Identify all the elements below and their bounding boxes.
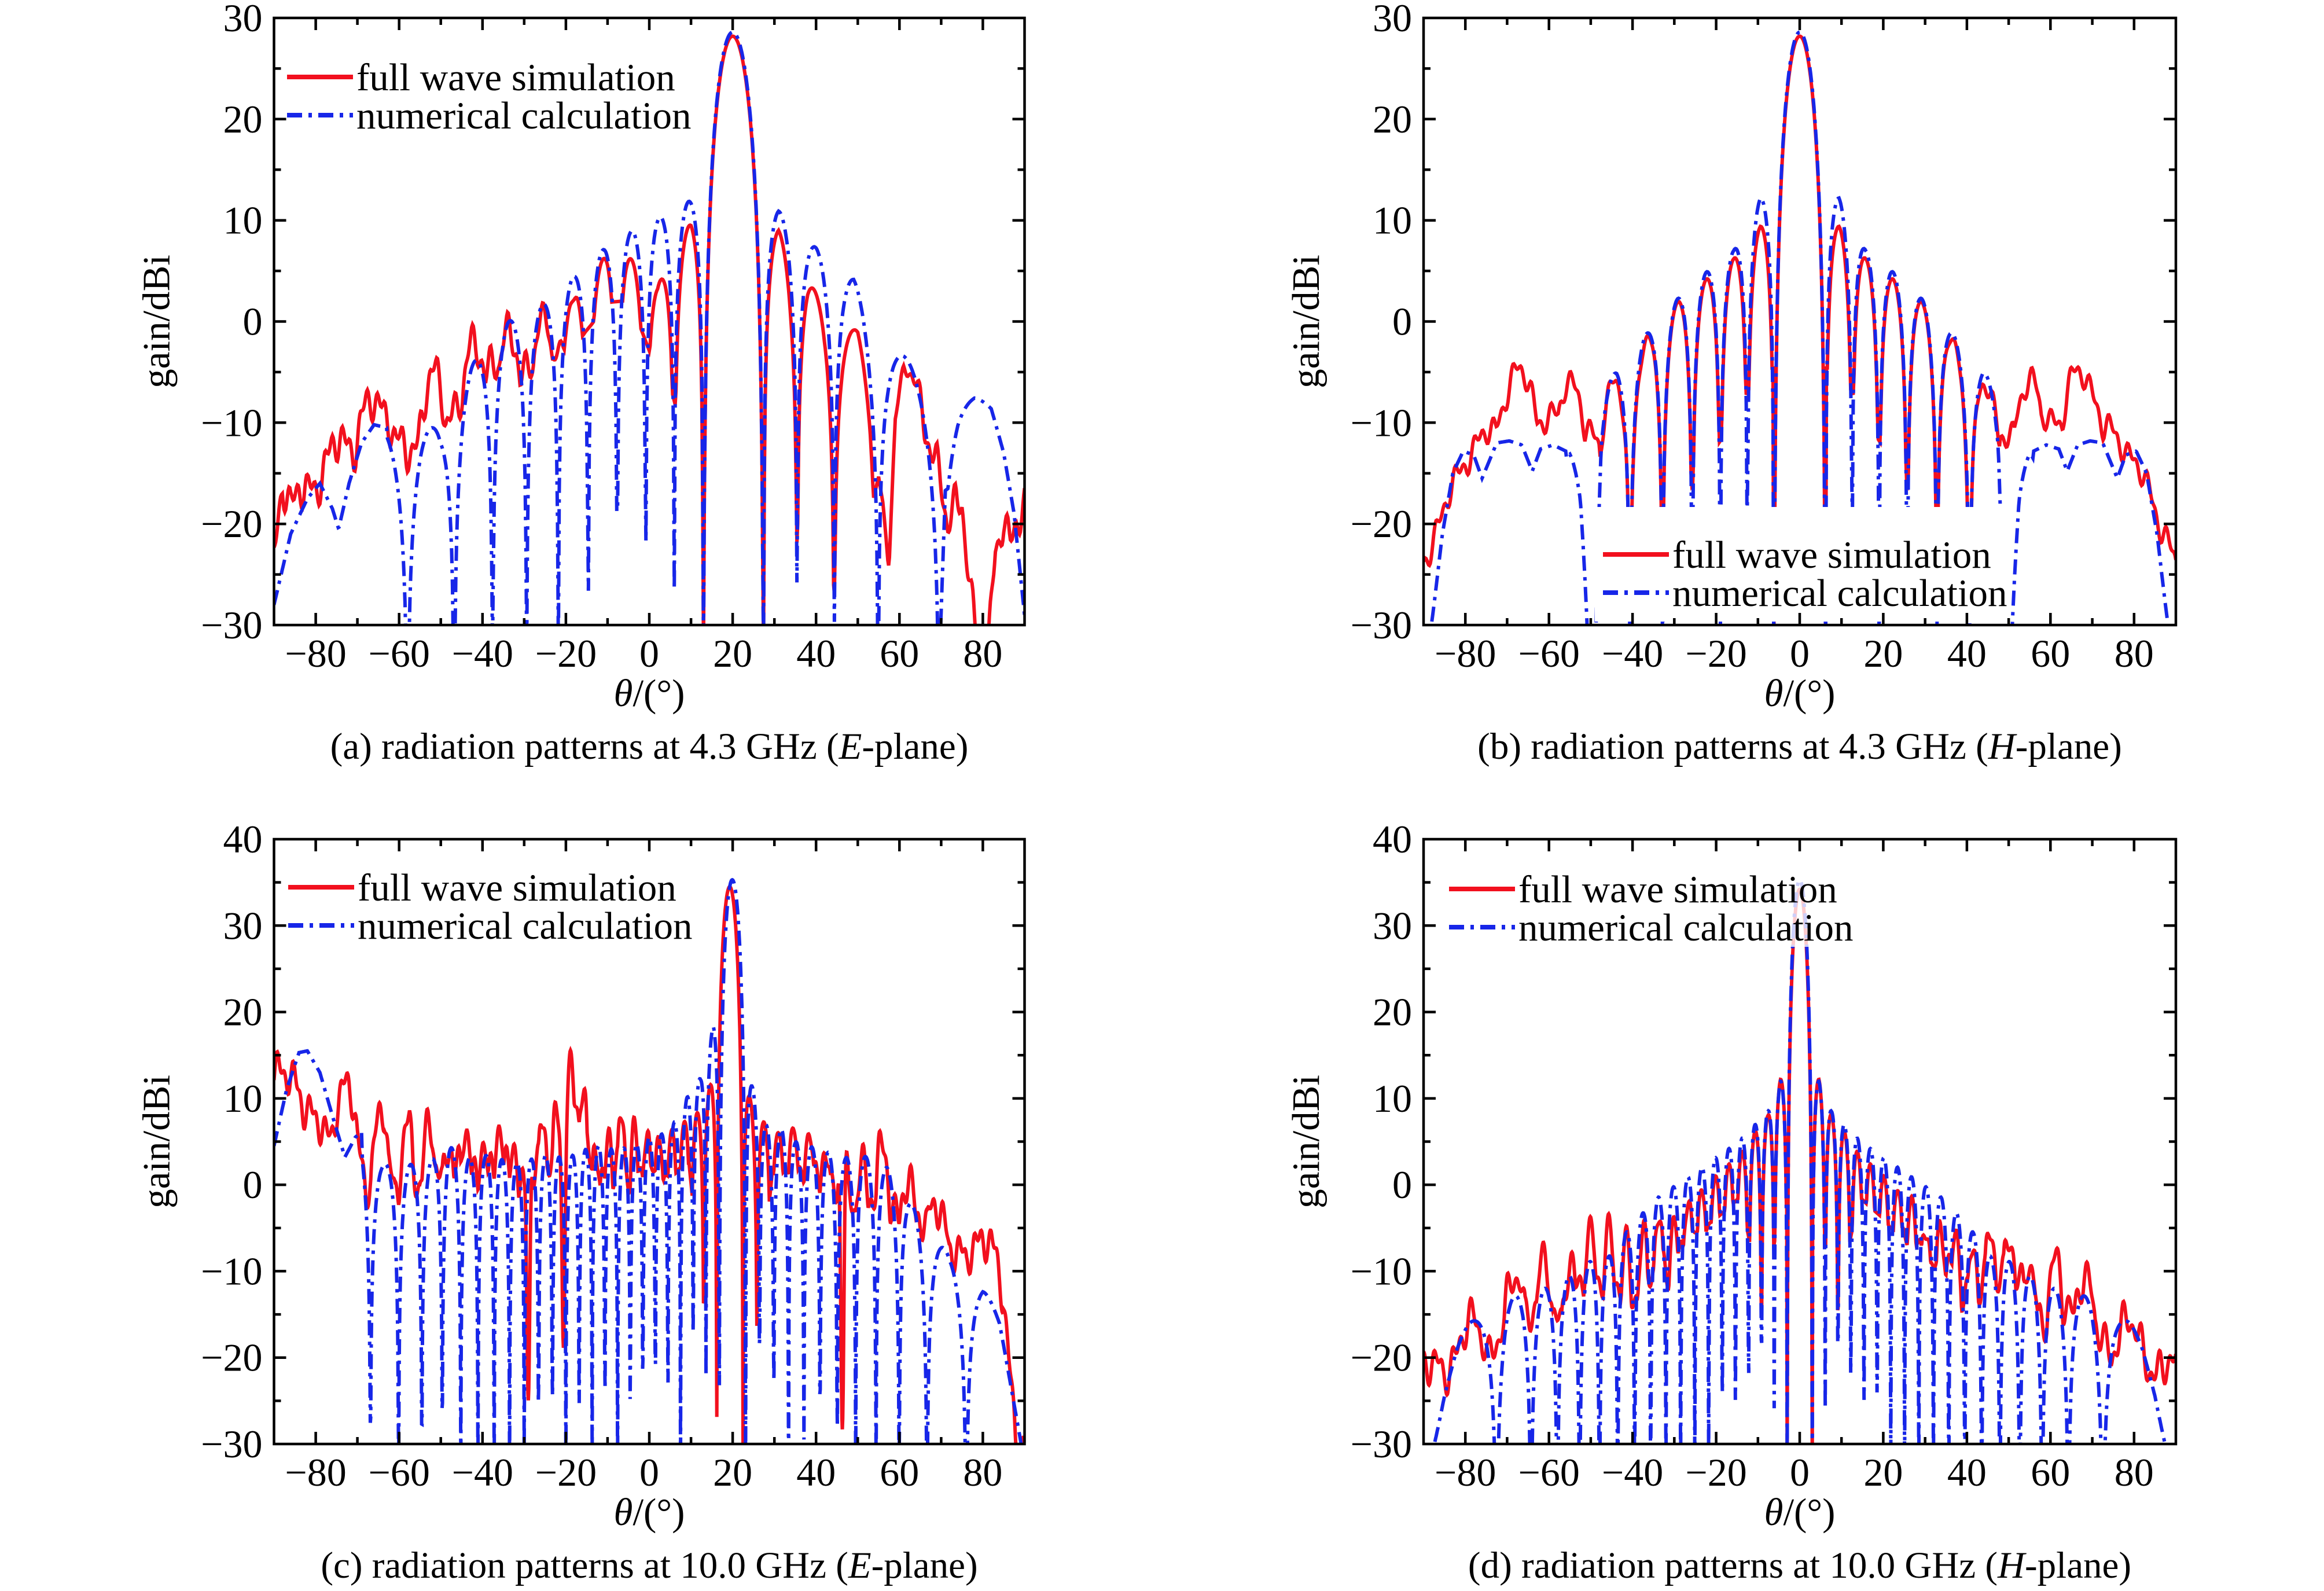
svg-text:−80: −80 [1435, 631, 1496, 675]
svg-text:−80: −80 [1435, 1450, 1496, 1494]
svg-text:60: 60 [2031, 1450, 2070, 1494]
svg-text:20: 20 [713, 631, 752, 675]
svg-text:80: 80 [963, 631, 1002, 675]
svg-text:−30: −30 [1351, 603, 1412, 647]
svg-text:10: 10 [223, 1076, 263, 1120]
svg-text:gain/dBi: gain/dBi [135, 255, 178, 388]
svg-text:θ/(°): θ/(°) [1764, 1491, 1836, 1534]
svg-text:30: 30 [223, 0, 263, 40]
svg-text:20: 20 [223, 990, 263, 1034]
svg-text:numerical calculation: numerical calculation [1518, 906, 1854, 949]
svg-text:−80: −80 [285, 1450, 346, 1494]
svg-text:−10: −10 [1351, 1249, 1412, 1293]
svg-text:80: 80 [963, 1450, 1002, 1494]
svg-text:10: 10 [1373, 1076, 1412, 1120]
svg-text:θ/(°): θ/(°) [1764, 672, 1836, 715]
svg-text:80: 80 [2115, 1450, 2154, 1494]
svg-text:−60: −60 [1518, 631, 1580, 675]
svg-text:−20: −20 [201, 502, 262, 546]
svg-text:−20: −20 [1351, 1336, 1412, 1380]
svg-text:gain/dBi: gain/dBi [135, 1075, 178, 1208]
svg-text:full wave simulation: full wave simulation [358, 866, 676, 909]
svg-text:−40: −40 [452, 631, 513, 675]
svg-text:numerical calculation: numerical calculation [1672, 572, 2007, 615]
svg-text:20: 20 [1863, 631, 1903, 675]
svg-text:−40: −40 [1602, 1450, 1663, 1494]
svg-text:60: 60 [880, 1450, 919, 1494]
svg-text:40: 40 [796, 1450, 836, 1494]
svg-text:(d) radiation patterns at 10.0: (d) radiation patterns at 10.0 GHz (H-pl… [1468, 1545, 2131, 1586]
svg-text:(b) radiation patterns at 4.3: (b) radiation patterns at 4.3 GHz (H-pla… [1477, 726, 2122, 767]
svg-text:0: 0 [1790, 631, 1810, 675]
svg-text:numerical calculation: numerical calculation [358, 905, 693, 947]
svg-text:−60: −60 [369, 1450, 430, 1494]
svg-text:0: 0 [243, 1163, 263, 1207]
svg-text:20: 20 [1863, 1450, 1903, 1494]
svg-text:−20: −20 [1685, 1450, 1746, 1494]
svg-text:−40: −40 [1602, 631, 1663, 675]
svg-text:−40: −40 [452, 1450, 513, 1494]
svg-text:30: 30 [1373, 903, 1412, 947]
svg-text:20: 20 [1373, 97, 1412, 141]
svg-text:0: 0 [639, 1450, 659, 1494]
svg-text:−10: −10 [1351, 400, 1412, 444]
svg-text:0: 0 [1392, 300, 1412, 344]
svg-text:60: 60 [2031, 631, 2070, 675]
svg-text:30: 30 [1373, 0, 1412, 40]
svg-text:−10: −10 [201, 400, 262, 444]
svg-text:−20: −20 [535, 1450, 597, 1494]
svg-text:0: 0 [1790, 1450, 1810, 1494]
svg-text:−60: −60 [1518, 1450, 1580, 1494]
svg-text:(c) radiation patterns at 10.0: (c) radiation patterns at 10.0 GHz (E-pl… [321, 1545, 977, 1586]
svg-text:θ/(°): θ/(°) [614, 672, 685, 715]
svg-text:30: 30 [223, 903, 263, 947]
svg-text:−60: −60 [369, 631, 430, 675]
svg-text:−10: −10 [201, 1249, 262, 1293]
svg-text:−80: −80 [285, 631, 346, 675]
svg-text:10: 10 [1373, 199, 1412, 242]
svg-text:40: 40 [1947, 631, 1987, 675]
svg-text:−30: −30 [1351, 1422, 1412, 1466]
svg-text:gain/dBi: gain/dBi [1285, 1075, 1328, 1208]
svg-text:0: 0 [639, 631, 659, 675]
svg-text:−20: −20 [535, 631, 597, 675]
svg-text:40: 40 [796, 631, 836, 675]
svg-text:numerical calculation: numerical calculation [356, 94, 692, 137]
svg-text:40: 40 [1373, 817, 1412, 861]
svg-text:20: 20 [1373, 990, 1412, 1034]
svg-text:80: 80 [2115, 631, 2154, 675]
svg-text:40: 40 [1947, 1450, 1987, 1494]
svg-text:40: 40 [223, 817, 263, 861]
svg-text:20: 20 [713, 1450, 752, 1494]
svg-text:60: 60 [880, 631, 919, 675]
svg-text:θ/(°): θ/(°) [614, 1491, 685, 1534]
svg-text:−20: −20 [1351, 502, 1412, 546]
svg-text:−30: −30 [201, 603, 262, 647]
svg-text:−30: −30 [201, 1422, 262, 1466]
svg-text:10: 10 [223, 199, 263, 242]
svg-text:0: 0 [1392, 1163, 1412, 1207]
svg-text:(a) radiation patterns at 4.3: (a) radiation patterns at 4.3 GHz (E-pla… [330, 726, 969, 767]
svg-text:−20: −20 [1685, 631, 1746, 675]
svg-text:0: 0 [243, 300, 263, 344]
svg-text:full wave simulation: full wave simulation [1672, 534, 1991, 576]
svg-text:full wave simulation: full wave simulation [356, 56, 675, 99]
svg-text:20: 20 [223, 97, 263, 141]
svg-text:full wave simulation: full wave simulation [1518, 868, 1837, 911]
svg-text:−20: −20 [201, 1336, 262, 1380]
svg-text:gain/dBi: gain/dBi [1285, 255, 1328, 388]
